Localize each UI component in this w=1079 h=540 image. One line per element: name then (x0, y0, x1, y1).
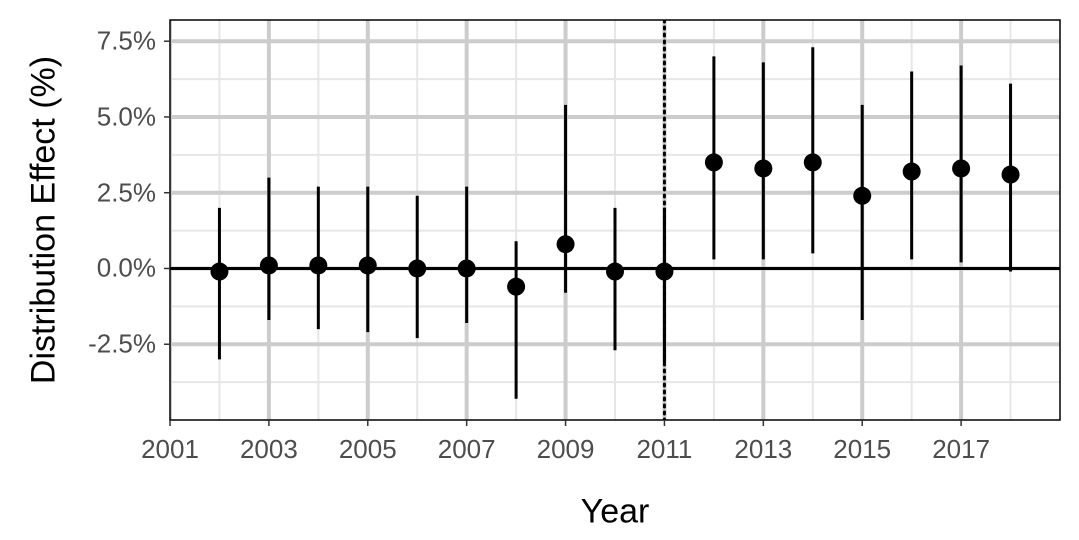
data-point (309, 256, 327, 274)
data-point (458, 259, 476, 277)
x-axis-title: Year (581, 493, 650, 532)
x-tick-label: 2013 (734, 434, 792, 465)
y-tick-label: 7.5% (97, 26, 156, 57)
x-tick-label: 2017 (932, 434, 990, 465)
data-point (754, 159, 772, 177)
data-point (507, 278, 525, 296)
x-tick-label: 2003 (240, 434, 298, 465)
data-point (903, 163, 921, 181)
y-tick-label: 2.5% (97, 177, 156, 208)
y-tick-label: -2.5% (88, 329, 156, 360)
chart-container: Distribution Effect (%) Year 2001 2003 200… (0, 0, 1079, 540)
y-tick-label: 5.0% (97, 101, 156, 132)
data-point (655, 263, 673, 281)
x-tick-label: 2005 (339, 434, 397, 465)
data-point (260, 256, 278, 274)
data-point (606, 263, 624, 281)
data-point (705, 153, 723, 171)
x-tick-label: 2007 (438, 434, 496, 465)
x-tick-label: 2001 (141, 434, 199, 465)
y-axis-title: Distribution Effect (%) (25, 56, 64, 384)
x-tick-label: 2015 (833, 434, 891, 465)
y-tick-label: 0.0% (97, 253, 156, 284)
x-tick-label: 2011 (636, 434, 692, 465)
data-point (1002, 166, 1020, 184)
data-point (557, 235, 575, 253)
x-tick-label: 2009 (537, 434, 595, 465)
data-point (853, 187, 871, 205)
data-point (804, 153, 822, 171)
data-point (210, 263, 228, 281)
data-point (952, 159, 970, 177)
data-point (359, 256, 377, 274)
data-point (408, 259, 426, 277)
